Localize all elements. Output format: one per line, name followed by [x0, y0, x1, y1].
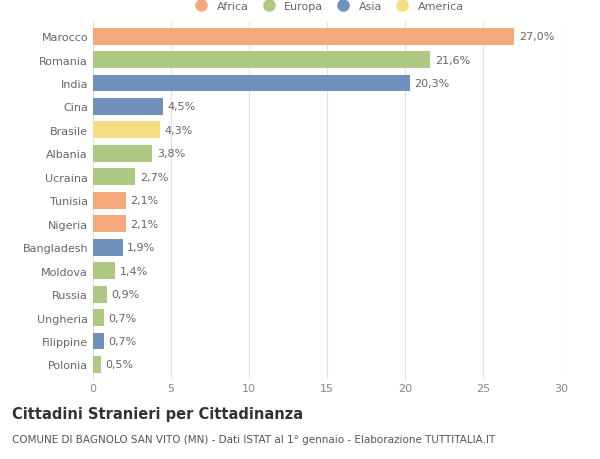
Text: 2,1%: 2,1%: [130, 196, 158, 206]
Bar: [93, 216, 126, 233]
Bar: [93, 286, 107, 303]
Bar: [93, 75, 410, 92]
Text: 4,5%: 4,5%: [168, 102, 196, 112]
Text: Cittadini Stranieri per Cittadinanza: Cittadini Stranieri per Cittadinanza: [12, 406, 303, 421]
Text: 1,9%: 1,9%: [127, 243, 155, 252]
Bar: [93, 28, 514, 45]
Text: COMUNE DI BAGNOLO SAN VITO (MN) - Dati ISTAT al 1° gennaio - Elaborazione TUTTIT: COMUNE DI BAGNOLO SAN VITO (MN) - Dati I…: [12, 434, 495, 444]
Text: 2,1%: 2,1%: [130, 219, 158, 229]
Bar: [93, 333, 104, 350]
Text: 0,7%: 0,7%: [109, 313, 137, 323]
Bar: [93, 122, 160, 139]
Bar: [93, 99, 163, 116]
Legend: Africa, Europa, Asia, America: Africa, Europa, Asia, America: [188, 0, 466, 14]
Bar: [93, 52, 430, 69]
Text: 2,7%: 2,7%: [140, 173, 168, 182]
Text: 3,8%: 3,8%: [157, 149, 185, 159]
Text: 0,9%: 0,9%: [112, 290, 140, 299]
Bar: [93, 356, 101, 373]
Bar: [93, 263, 115, 280]
Text: 1,4%: 1,4%: [119, 266, 148, 276]
Text: 4,3%: 4,3%: [165, 126, 193, 135]
Text: 21,6%: 21,6%: [434, 56, 470, 65]
Text: 0,5%: 0,5%: [106, 360, 134, 369]
Bar: [93, 192, 126, 209]
Bar: [93, 146, 152, 162]
Text: 27,0%: 27,0%: [519, 32, 554, 42]
Bar: [93, 169, 135, 186]
Bar: [93, 239, 122, 256]
Text: 20,3%: 20,3%: [415, 79, 449, 89]
Text: 0,7%: 0,7%: [109, 336, 137, 346]
Bar: [93, 309, 104, 326]
